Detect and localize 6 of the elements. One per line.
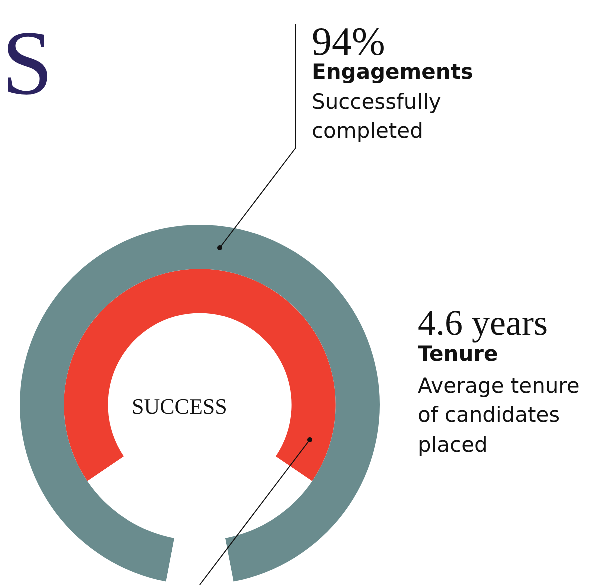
chart-title: S: [2, 11, 54, 116]
text: Successfully completed: [312, 89, 442, 146]
text: Average tenure of candidates placed: [418, 373, 581, 459]
text: Tenure: [418, 342, 498, 368]
text: SUCCESS: [132, 393, 228, 421]
text: 4.6 years: [418, 302, 548, 345]
